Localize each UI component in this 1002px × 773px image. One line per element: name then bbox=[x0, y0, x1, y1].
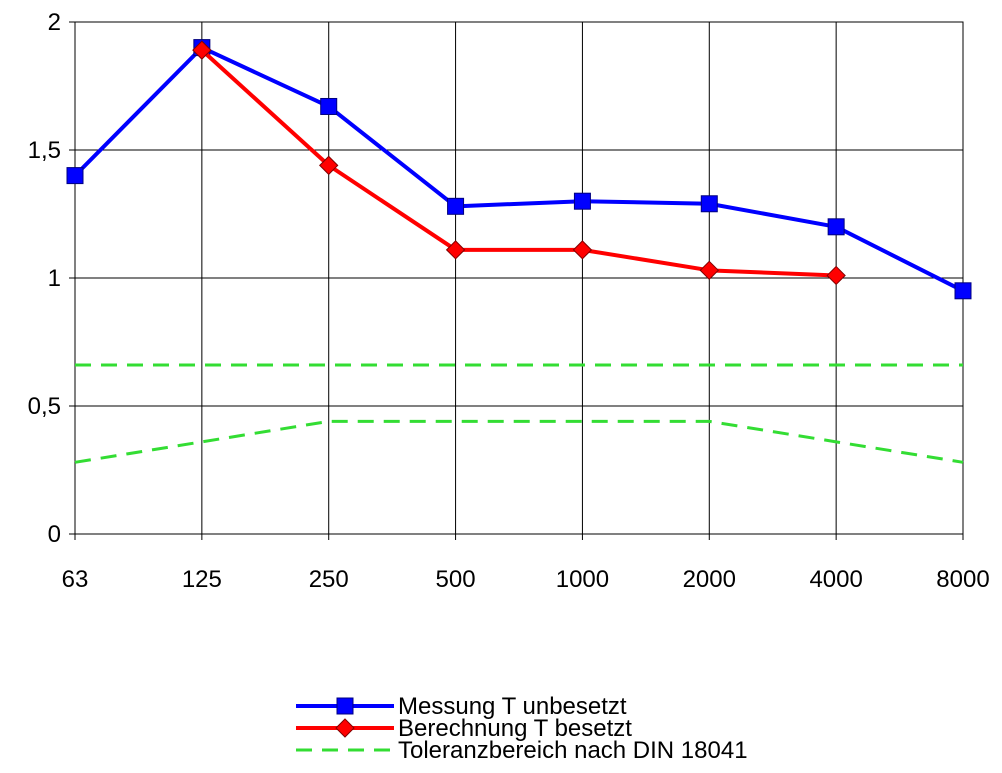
legend-marker bbox=[336, 697, 354, 715]
data-point-0 bbox=[827, 218, 845, 236]
x-tick-label: 2000 bbox=[683, 566, 736, 593]
x-tick-label: 125 bbox=[182, 566, 222, 593]
plot-area-border bbox=[74, 21, 964, 535]
legend-marker bbox=[335, 718, 355, 738]
data-point-0 bbox=[320, 97, 338, 115]
data-point-0 bbox=[447, 197, 465, 215]
series-line-3 bbox=[74, 419, 964, 464]
y-tick-label: 2 bbox=[48, 9, 61, 36]
y-tick-label: 1,5 bbox=[28, 137, 61, 164]
series-lines bbox=[66, 39, 972, 464]
legend-label: Berechnung T besetzt bbox=[398, 715, 632, 742]
x-tick-label: 1000 bbox=[556, 566, 609, 593]
series-line-0 bbox=[73, 45, 964, 293]
data-point-1 bbox=[445, 240, 466, 260]
data-point-1 bbox=[572, 240, 593, 260]
data-point-1 bbox=[192, 40, 212, 60]
data-point-1 bbox=[319, 155, 339, 176]
x-tick-label: 63 bbox=[62, 566, 89, 593]
series-line-1 bbox=[200, 48, 837, 278]
data-point-1 bbox=[826, 265, 846, 286]
data-point-0 bbox=[700, 195, 718, 213]
x-tick-label: 4000 bbox=[809, 566, 862, 593]
y-tick-label: 1 bbox=[48, 265, 61, 292]
data-point-0 bbox=[573, 192, 591, 210]
legend-label: Toleranzbereich nach DIN 18041 bbox=[398, 737, 748, 764]
data-point-0 bbox=[954, 282, 972, 300]
x-tick-label: 500 bbox=[436, 566, 476, 593]
data-point-0 bbox=[66, 167, 84, 185]
legend-label: Messung T unbesetzt bbox=[398, 693, 627, 720]
y-tick-label: 0,5 bbox=[28, 393, 61, 420]
grid bbox=[69, 21, 964, 540]
x-tick-label: 250 bbox=[309, 566, 349, 593]
data-point-1 bbox=[699, 260, 719, 281]
x-tick-label: 8000 bbox=[936, 566, 989, 593]
y-tick-label: 0 bbox=[48, 521, 61, 548]
axis-labels: 0 0,5 1 1,5 2 63 125 250 500 1000 2000 4000 8000 bbox=[28, 9, 990, 593]
